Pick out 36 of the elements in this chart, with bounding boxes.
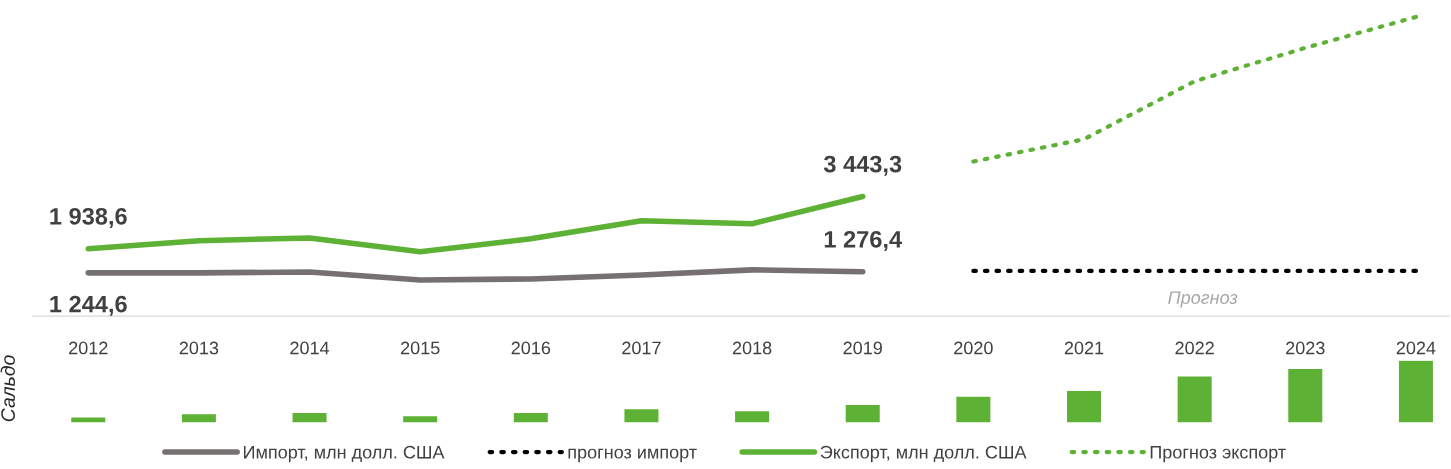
legend-label: Прогноз экспорт (1150, 445, 1286, 463)
x-tick-label: 2024 (1396, 341, 1436, 355)
x-tick-label: 2016 (511, 341, 551, 355)
bar (623, 407, 660, 424)
bar (180, 412, 218, 424)
x-tick-label: 2015 (401, 341, 440, 355)
bar (1065, 389, 1103, 424)
bar (844, 403, 882, 424)
x-tick-label: 2022 (1175, 341, 1214, 355)
text: Прогноз (1168, 291, 1238, 308)
bar (512, 411, 550, 424)
bar (1397, 360, 1435, 424)
y-axis-title: Сальдо (0, 355, 15, 422)
legend-label: Экспорт, млн долл. США (820, 445, 1027, 463)
x-tick-label: 2023 (1286, 341, 1325, 355)
x-tick-label: 2019 (843, 341, 882, 355)
bar (401, 414, 439, 424)
bar (954, 395, 992, 424)
x-tick-label: 2013 (179, 341, 219, 355)
data-label: 1 276,4 (824, 230, 902, 252)
bar (69, 416, 107, 424)
x-tick-label: 2021 (1064, 341, 1104, 355)
x-tick-label: 2020 (954, 341, 993, 355)
x-tick-label: 2018 (732, 341, 772, 355)
legend-label: Импорт, млн долл. США (244, 445, 445, 463)
bar (291, 411, 328, 424)
data-label: 1 244,6 (50, 295, 127, 316)
x-tick-label: 2012 (69, 341, 108, 355)
legend-label: прогноз импорт (568, 448, 697, 463)
bar (1176, 375, 1214, 424)
x-tick-label: 2014 (290, 341, 330, 355)
data-label: 1 938,6 (50, 207, 127, 229)
bar (1286, 367, 1324, 424)
data-label: 3 443,3 (823, 155, 902, 176)
bar (733, 409, 771, 424)
x-tick-label: 2017 (622, 341, 661, 355)
